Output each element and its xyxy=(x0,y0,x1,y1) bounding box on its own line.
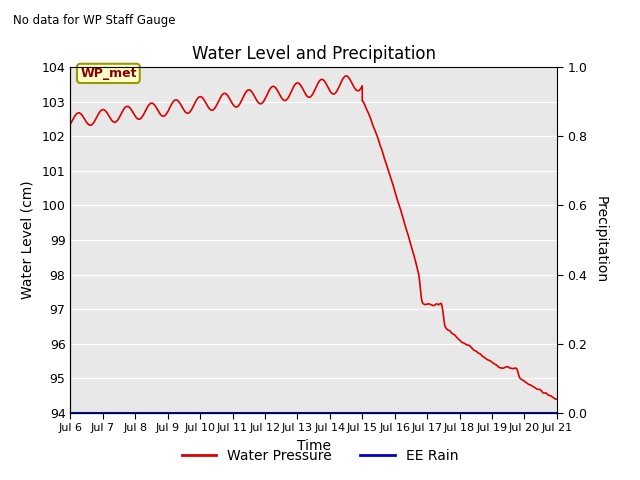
Y-axis label: Water Level (cm): Water Level (cm) xyxy=(20,180,35,300)
Y-axis label: Precipitation: Precipitation xyxy=(594,196,608,284)
Legend: Water Pressure, EE Rain: Water Pressure, EE Rain xyxy=(176,443,464,468)
X-axis label: Time: Time xyxy=(296,439,331,453)
Text: No data for WP Staff Gauge: No data for WP Staff Gauge xyxy=(13,14,175,27)
Text: WP_met: WP_met xyxy=(80,67,136,80)
Title: Water Level and Precipitation: Water Level and Precipitation xyxy=(191,45,436,63)
